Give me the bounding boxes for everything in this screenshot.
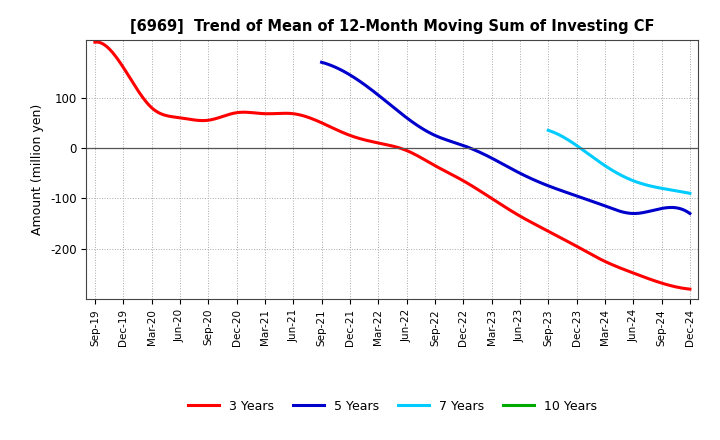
3 Years [594, 256, 603, 261]
3 Years [456, 177, 465, 182]
3 Years [93, 39, 102, 44]
Title: [6969]  Trend of Mean of 12-Month Moving Sum of Investing CF: [6969] Trend of Mean of 12-Month Moving … [130, 19, 654, 34]
5 Years [318, 60, 327, 65]
3 Years [685, 286, 694, 292]
3 Years [632, 271, 641, 277]
5 Years [318, 60, 326, 65]
7 Years [631, 179, 639, 184]
7 Years [685, 191, 694, 196]
3 Years [445, 171, 454, 176]
7 Years [672, 188, 681, 194]
3 Years [94, 40, 103, 45]
Y-axis label: Amount (million yen): Amount (million yen) [32, 104, 45, 235]
5 Years [535, 180, 544, 185]
3 Years [91, 40, 99, 45]
5 Years [536, 180, 545, 185]
5 Years [685, 211, 694, 216]
7 Years [628, 178, 636, 183]
Line: 5 Years: 5 Years [322, 62, 690, 213]
7 Years [544, 128, 553, 133]
5 Years [652, 207, 661, 212]
Legend: 3 Years, 5 Years, 7 Years, 10 Years: 3 Years, 5 Years, 7 Years, 10 Years [183, 395, 602, 418]
Line: 7 Years: 7 Years [548, 130, 690, 193]
Line: 3 Years: 3 Years [95, 42, 690, 289]
7 Years [629, 178, 637, 183]
5 Years [628, 211, 636, 216]
7 Years [544, 128, 552, 133]
7 Years [663, 187, 672, 192]
5 Years [543, 183, 552, 188]
5 Years [630, 211, 639, 216]
3 Years [447, 172, 456, 177]
